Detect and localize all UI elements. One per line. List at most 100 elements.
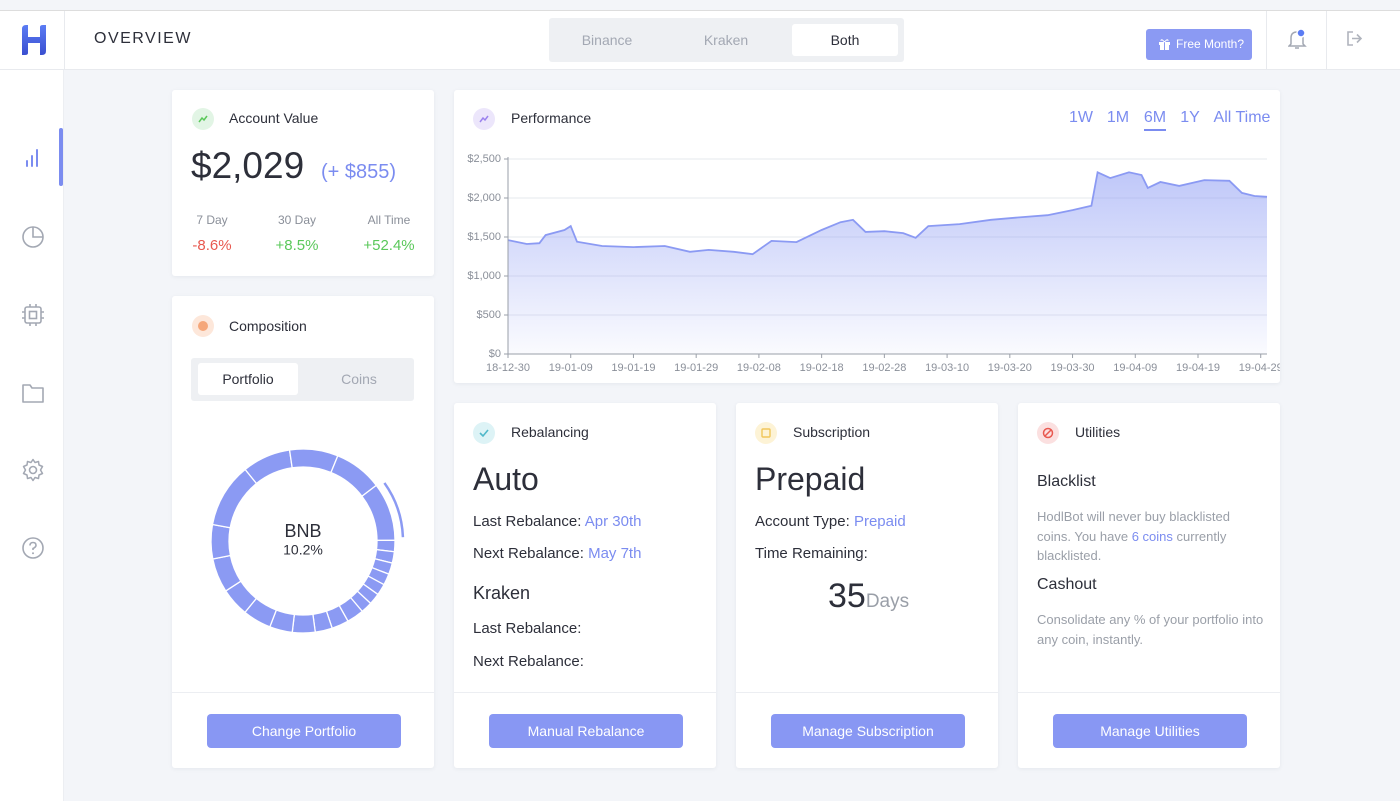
exchange-option[interactable]: Binance [581,32,633,48]
donut-center-name: BNB [284,521,321,541]
exchange-option[interactable]: Both [830,32,860,48]
period-change: -8.6% [192,237,232,254]
header-divider [1266,11,1267,70]
line [507,170,1268,256]
manage-subscription-button[interactable]: Manage Subscription [771,714,965,748]
account-change: (+ $855) [321,161,397,183]
composition-tabs: Portfolio Coins [191,358,414,401]
donut-segment [210,523,232,560]
blacklist-link[interactable]: 6 coins [1131,528,1173,544]
x-tick-label: 18-12-30 [486,362,530,374]
y-tick-label: $500 [477,309,501,321]
change-portfolio-button[interactable]: Change Portfolio [207,714,401,748]
selected-exchange-bg [792,24,898,56]
x-tick-label: 19-02-28 [862,362,906,374]
account-value: $2,029 [191,145,305,186]
x-tick-label: 19-04-09 [1113,362,1157,374]
days-unit: Days [865,591,910,612]
nav-files[interactable] [21,382,45,404]
range-option[interactable]: 1W [1069,109,1093,126]
card-title: Utilities [1075,424,1121,440]
area [508,172,1267,354]
performance-card: Performance 1W 1M 6M 1Y All Time $0 $500 $1,00… [454,90,1280,383]
period-change: +8.5% [275,237,319,254]
header-divider [64,11,65,70]
tab[interactable]: Portfolio [222,371,274,387]
range-option[interactable]: 6M [1143,109,1167,126]
logo[interactable] [20,25,48,55]
range-option[interactable]: All Time [1213,109,1271,126]
promo-text: Free Month? [1176,37,1245,51]
tab[interactable]: Coins [341,371,377,387]
card-title: Composition [229,318,307,334]
period-label: 7 Day [196,213,228,227]
cashout-text: Consolidate any % of your portfolio into… [1037,612,1264,647]
row-label: Last Rebalance: [473,513,582,530]
period-change: +52.4% [363,237,415,254]
card-title: Performance [511,110,592,126]
notification-bell[interactable] [1288,28,1308,50]
card-divider [736,692,998,693]
row-label: Last Rebalance: [473,620,582,637]
active-indicator [59,128,63,186]
rebalance-row: Next Rebalance: May 7th [473,544,641,564]
row-value: May 7th [588,545,642,562]
logout-icon[interactable] [1347,31,1363,46]
x-tick-label: 19-01-29 [674,362,718,374]
y-tick-label: $1,500 [467,231,501,243]
plan: Prepaid [755,461,866,497]
x-tick-label: 19-04-19 [1176,362,1220,374]
nav-overview[interactable] [21,148,43,168]
nav-help[interactable] [21,536,45,560]
card-divider [1018,692,1280,693]
text: HodlBot will never buy blacklisted coins… [1037,509,1230,544]
x-tick-label: 19-03-20 [988,362,1032,374]
x-tick-label: 19-03-30 [1051,362,1095,374]
nav-composition[interactable] [21,225,45,249]
text: currently blacklisted. [1037,528,1227,564]
row-value: Apr 30th [584,513,642,530]
card-title: Subscription [793,424,871,440]
row-label: Next Rebalance: [473,545,584,562]
manage-utilities-button[interactable]: Manage Utilities [1053,714,1247,748]
range-option[interactable]: 1Y [1180,109,1200,126]
row-label: Account Type: [755,513,850,530]
x-tick-label: 19-03-10 [925,362,969,374]
donut-segment [288,448,339,474]
range-option[interactable]: 1M [1106,109,1130,126]
card-icon [192,108,214,130]
blacklist-text: HodlBot will never buy blacklisted coins… [1037,507,1267,566]
performance-chart: $0 $500 $1,000 $1,500 $2,000 $2,500 18-12-30 19… [467,153,1280,374]
promo-button[interactable]: Free Month? [1146,29,1252,60]
gift-icon [1159,39,1170,50]
x-tick-label: 19-02-08 [737,362,781,374]
account-value-card: Account Value $2,029 (+ $855) 7 Day -8.6%… [172,90,434,276]
period-label: All Time [367,213,411,227]
rebalance-mode: Auto [473,461,539,497]
exchange-option[interactable]: Kraken [703,32,749,48]
manual-rebalance-button[interactable]: Manual Rebalance [489,714,683,748]
card-icon [755,422,777,444]
composition-card: Composition Portfolio Coins BNB 10.2% Chan… [172,296,434,768]
selected-arc [383,482,405,538]
nav-settings[interactable] [21,458,45,482]
header-divider [1326,11,1327,70]
time-remaining: 35Days [828,576,909,623]
donut-segment [211,468,258,529]
page-title: OVERVIEW [94,30,192,47]
account-type-row: Account Type: Prepaid [755,512,906,532]
rebalancing-card: Rebalancing Auto Last Rebalance: Apr 30t… [454,403,716,768]
y-tick-label: $1,000 [467,270,501,282]
x-tick-label: 19-01-19 [611,362,655,374]
row-label: Next Rebalance: [473,653,584,670]
card-icon [473,108,495,130]
utilities-card: Utilities Blacklist HodlBot will never b… [1018,403,1280,768]
nav-bots[interactable] [21,303,45,327]
donut-center-value: 10.2% [283,542,323,558]
rebalance-row: Last Rebalance: Apr 30th [473,512,641,532]
card-icon [192,315,214,337]
section-title: Cashout [1037,576,1097,593]
card-divider [454,692,716,693]
